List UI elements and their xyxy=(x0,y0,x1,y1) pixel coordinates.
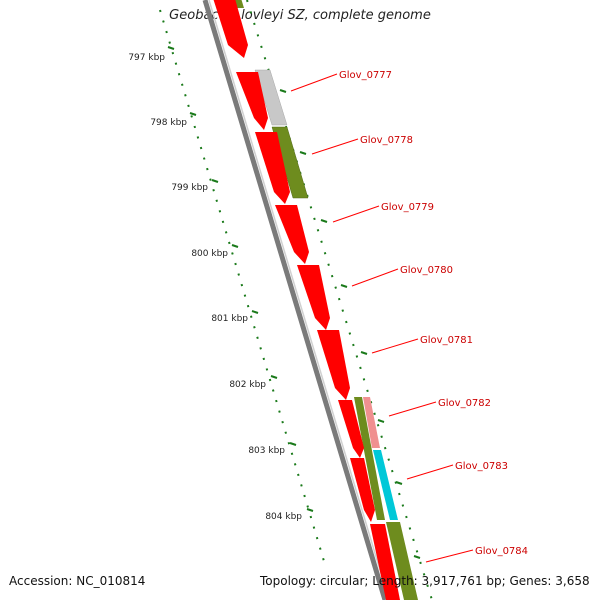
leader-line xyxy=(332,205,380,223)
tick-ruler: 797 kbp 798 kbp 799 kbp 800 kbp 801 kbp … xyxy=(128,9,327,569)
tick-mark xyxy=(189,112,197,116)
gene-ruler xyxy=(246,0,433,600)
gene-tick-mark xyxy=(279,89,287,93)
cog-block-olive xyxy=(354,397,385,520)
leader-line xyxy=(351,268,399,287)
leader-line xyxy=(311,138,359,155)
cds-arrow xyxy=(350,458,375,522)
gene-label: Glov_0777 xyxy=(339,70,392,81)
cds-track xyxy=(213,0,400,600)
leader-line xyxy=(290,73,338,92)
cds-arrow xyxy=(213,0,248,58)
cog-block-gray xyxy=(254,69,288,126)
tick-mark xyxy=(306,508,314,512)
tick-mark xyxy=(211,179,219,183)
gene-label: Glov_0779 xyxy=(381,202,434,213)
tick-label: 799 kbp xyxy=(171,183,208,193)
cds-arrow xyxy=(370,524,400,600)
leader-line xyxy=(371,338,419,354)
cog-block-olive xyxy=(386,522,418,600)
cds-arrow xyxy=(275,205,309,264)
backbone-line xyxy=(202,0,388,600)
tick-label: 798 kbp xyxy=(150,118,187,128)
gene-label: Glov_0778 xyxy=(360,135,413,146)
genome-summary-text: Topology: circular; Length: 3,917,761 bp… xyxy=(260,574,590,588)
gene-tick-mark xyxy=(377,419,385,423)
gene-tick-mark xyxy=(320,219,328,223)
cds-arrow xyxy=(255,132,290,204)
cog-track xyxy=(229,0,418,600)
gene-dotted-line xyxy=(246,0,433,600)
gene-label: Glov_0781 xyxy=(420,335,473,346)
tick-label: 801 kbp xyxy=(211,314,248,324)
gene-tick-mark xyxy=(299,151,307,155)
cog-block-pink xyxy=(363,397,380,448)
tick-dotted-line xyxy=(159,9,327,569)
gene-tick-mark xyxy=(340,284,348,288)
tick-mark xyxy=(289,442,297,446)
cds-arrow xyxy=(297,265,330,330)
leader-line xyxy=(388,401,437,417)
gene-tick-mark xyxy=(360,351,368,355)
tick-label: 802 kbp xyxy=(229,380,266,390)
backbone-highlight xyxy=(208,0,390,600)
tick-label: 797 kbp xyxy=(128,53,165,63)
cds-arrow xyxy=(317,330,350,400)
gene-label: Glov_0784 xyxy=(475,546,528,557)
cog-block-cyan xyxy=(373,450,398,520)
tick-mark xyxy=(167,46,175,50)
gene-label: Glov_0782 xyxy=(438,398,491,409)
gene-tick-mark xyxy=(395,481,403,485)
tick-label: 803 kbp xyxy=(248,446,285,456)
accession-text: Accession: NC_010814 xyxy=(9,574,146,588)
gene-tick-mark xyxy=(413,555,421,559)
cds-arrow xyxy=(236,72,268,130)
gene-labels: Glov_0777 Glov_0778 Glov_0779 Glov_0780 … xyxy=(290,70,528,563)
backbone-track xyxy=(202,0,390,600)
leader-line xyxy=(425,549,474,563)
cds-arrow xyxy=(338,400,364,458)
gene-label: Glov_0783 xyxy=(455,461,508,472)
tick-label: 804 kbp xyxy=(265,512,302,522)
tick-mark xyxy=(231,244,239,248)
tick-mark xyxy=(251,310,259,314)
gene-label: Glov_0780 xyxy=(400,265,453,276)
tick-label: 800 kbp xyxy=(191,249,228,259)
tick-mark xyxy=(270,375,278,379)
leader-line xyxy=(406,464,454,480)
